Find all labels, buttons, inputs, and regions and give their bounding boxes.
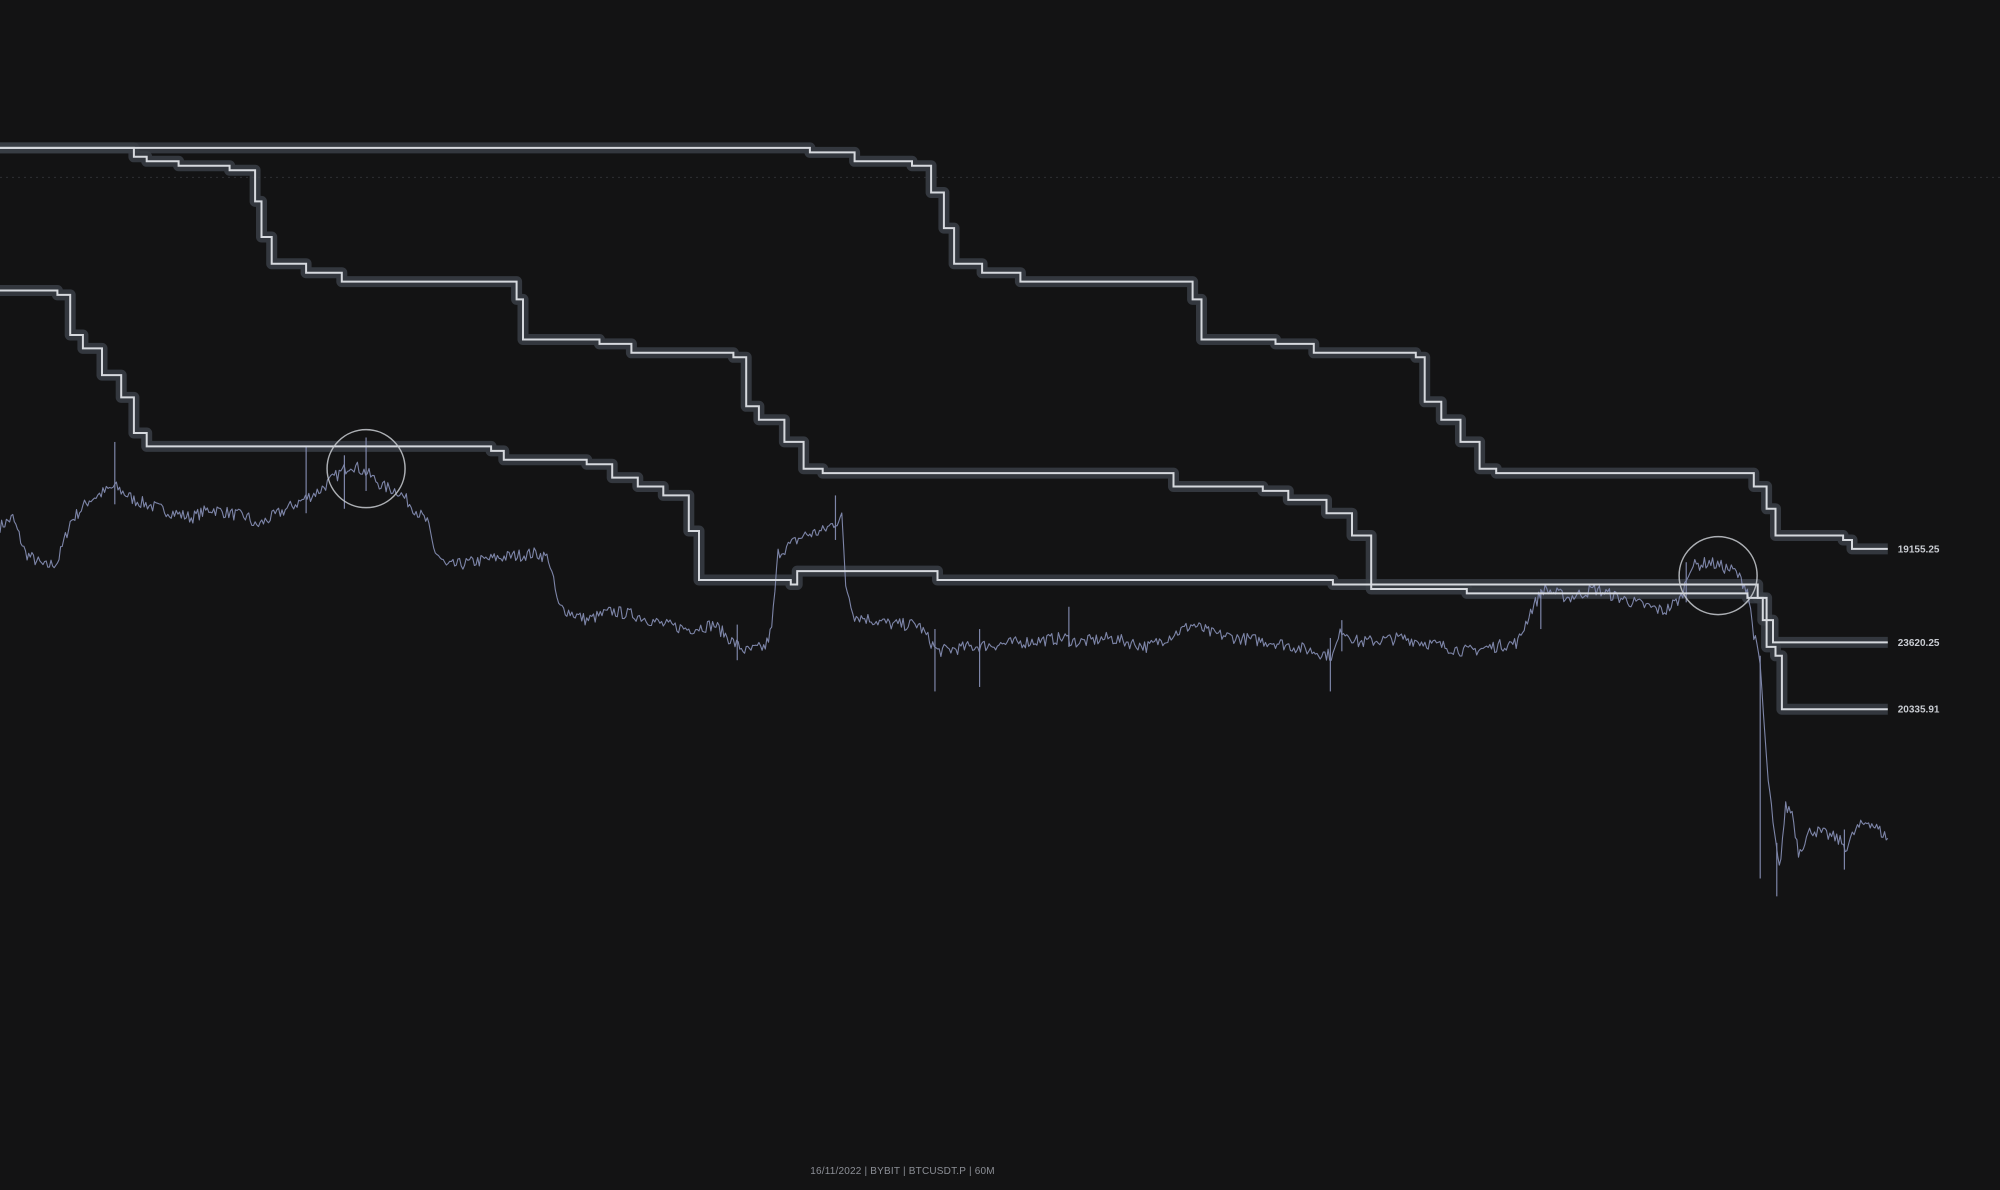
footer-symbol: BTCUSDT.P	[908, 1166, 966, 1177]
footer-separator: |	[864, 1166, 868, 1177]
highlight-circle	[1678, 535, 1758, 616]
level-line	[0, 146, 1888, 644]
footer-separator: |	[968, 1166, 972, 1177]
price-series-line	[0, 461, 1889, 866]
chart-footer: 16/11/2022 | BYBIT | BTCUSDT.P | 60M	[0, 1166, 1805, 1177]
level-line	[0, 289, 1888, 711]
highlight-circles-group	[326, 428, 1758, 616]
level-lines-group	[0, 146, 1888, 711]
level-value-label: 23620.25	[1898, 638, 1940, 649]
level-line	[0, 146, 1888, 550]
footer-date: 16/11/2022	[810, 1166, 862, 1177]
level-labels-group: 23620.25 20335.91 19155.25	[1898, 544, 1940, 715]
level-value-label: 20335.91	[1898, 705, 1940, 716]
highlight-circle	[326, 428, 406, 509]
footer-exchange: BYBIT	[870, 1166, 900, 1177]
level-value-label: 19155.25	[1898, 544, 1940, 555]
footer-timeframe: 60M	[974, 1166, 995, 1177]
price-series-group	[0, 437, 1889, 897]
footer-separator: |	[902, 1166, 906, 1177]
